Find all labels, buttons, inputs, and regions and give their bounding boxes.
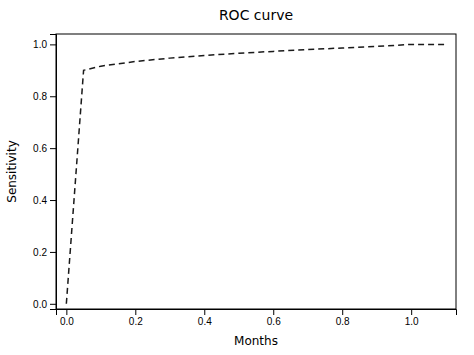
plot: 0.0 0.2 0.4 0.6 0.8 1.0 0.0 0.2 0.4 0.6 0.8 1.0 — [33, 34, 456, 327]
tick-label: 0.6 — [267, 316, 281, 327]
line — [66, 44, 445, 303]
tick: 0.6 — [33, 143, 56, 154]
tick: 0.8 — [33, 91, 56, 102]
y-axis: 0.0 0.2 0.4 0.6 0.8 1.0 — [33, 35, 56, 310]
tick-mark — [50, 252, 56, 253]
tick: 0.8 — [336, 309, 350, 327]
tick-label: 1.0 — [405, 316, 419, 327]
y-axis-title: Sensitivity — [5, 140, 19, 202]
tick: 0.0 — [60, 309, 74, 327]
marks — [66, 44, 445, 303]
chart: 0.0 0.2 0.4 0.6 0.8 1.0 0.0 0.2 0.4 0.6 0.8 1.0 ROC … — [0, 0, 474, 355]
tick-mark — [342, 309, 343, 315]
tick-label: 0.8 — [336, 316, 350, 327]
plot-frame — [56, 34, 456, 309]
tick-mark — [66, 309, 67, 315]
axis-line — [50, 35, 57, 310]
tick-label: 0.0 — [60, 316, 74, 327]
tick: 0.2 — [129, 309, 143, 327]
tick-label: 0.6 — [33, 143, 47, 154]
tick: 1.0 — [33, 39, 56, 50]
tick-label: 0.2 — [129, 316, 143, 327]
tick: 0.0 — [33, 299, 56, 310]
tick: 0.2 — [33, 247, 56, 258]
tick: 0.6 — [267, 309, 281, 327]
tick-mark — [50, 96, 56, 97]
tick-mark — [50, 200, 56, 201]
tick-mark — [273, 309, 274, 315]
tick: 0.4 — [33, 195, 56, 206]
tick-mark — [135, 309, 136, 315]
tick-mark — [411, 309, 412, 315]
x-axis: 0.0 0.2 0.4 0.6 0.8 1.0 — [57, 309, 457, 327]
tick: 0.4 — [198, 309, 212, 327]
tick-mark — [50, 44, 56, 45]
axis-line — [57, 310, 457, 316]
tick-label: 0.4 — [198, 316, 212, 327]
x-axis-title: Months — [234, 334, 278, 348]
title: ROC curve — [219, 7, 293, 23]
tick-label: 0.4 — [33, 195, 47, 206]
tick-mark — [50, 304, 56, 305]
tick-label: 0.8 — [33, 91, 47, 102]
tick-label: 0.2 — [33, 247, 47, 258]
tick-label: 0.0 — [33, 299, 47, 310]
tick-label: 1.0 — [33, 39, 47, 50]
tick-mark — [204, 309, 205, 315]
tick-mark — [50, 148, 56, 149]
tick: 1.0 — [405, 309, 419, 327]
